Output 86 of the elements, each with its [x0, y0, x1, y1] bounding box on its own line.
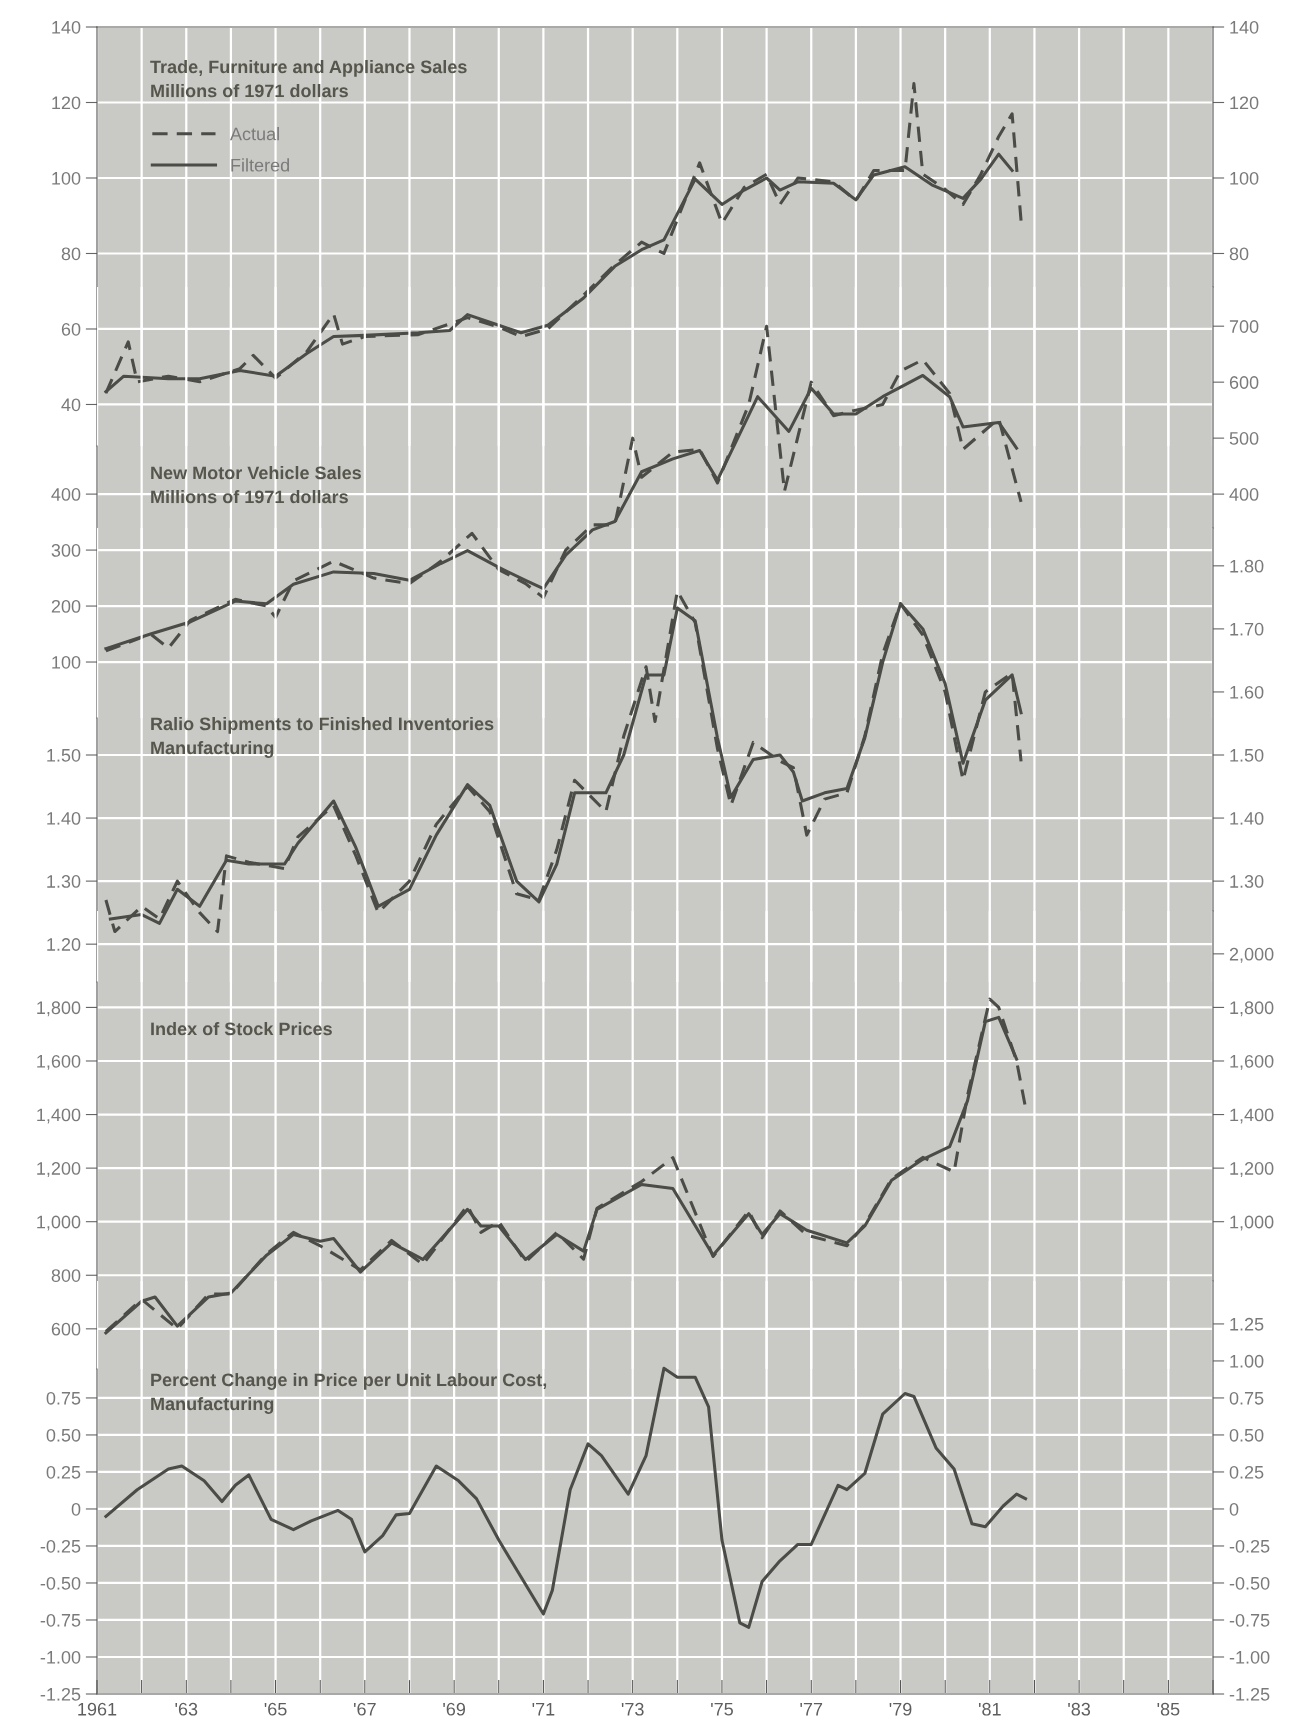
text: Manufacturing — [151, 1397, 274, 1414]
y2-tick-label: 0.75 — [1229, 1391, 1264, 1405]
y-tick-label: -1.25 — [40, 1687, 81, 1701]
y-tick-label: 1.30 — [47, 875, 81, 888]
y-tick-label: 300 — [51, 544, 81, 557]
y-tick-label: 120 — [52, 96, 81, 110]
text: Millions of 1971 dollars — [151, 490, 348, 504]
x-tick-label: '81 — [978, 1702, 1001, 1716]
y2-tick-label: 1,600 — [1230, 1054, 1274, 1070]
y-tick-label: 1,800 — [37, 1001, 81, 1017]
legend-label: Actual — [229, 127, 279, 141]
y2-tick-label: 140 — [1230, 20, 1259, 34]
y2-tick-label: -0.50 — [1229, 1576, 1270, 1590]
x-tick-label: '63 — [175, 1702, 198, 1716]
y2-tick-label: 1.00 — [1230, 1354, 1264, 1368]
y-tick-label: 800 — [51, 1269, 81, 1282]
x-tick-label: '73 — [621, 1702, 644, 1716]
y-tick-label: 140 — [52, 20, 81, 34]
x-tick-label: '67 — [353, 1702, 376, 1716]
y-tick-label: 0 — [71, 1502, 81, 1516]
y2-tick-label: 500 — [1229, 432, 1259, 445]
x-tick-label: '83 — [1068, 1702, 1091, 1716]
y-tick-label: 1,000 — [37, 1215, 81, 1231]
y-tick-label: 1,400 — [37, 1108, 81, 1124]
x-tick-label: '65 — [264, 1702, 287, 1716]
y2-tick-label: 400 — [1229, 488, 1259, 501]
y-tick-label: 0.50 — [46, 1428, 81, 1442]
y2-tick-label: 120 — [1230, 96, 1259, 110]
y2-tick-label: 700 — [1229, 320, 1259, 333]
y2-tick-label: 1,200 — [1230, 1162, 1274, 1177]
y2-tick-label: 1,800 — [1230, 1001, 1274, 1017]
y2-tick-label: 0.50 — [1229, 1428, 1264, 1442]
x-tick-label: '85 — [1157, 1702, 1180, 1716]
y2-tick-label: -1.25 — [1229, 1687, 1270, 1701]
y2-tick-label: 600 — [1229, 376, 1259, 389]
y-tick-label: 1.50 — [47, 748, 81, 762]
x-tick-label: '71 — [532, 1703, 555, 1716]
line-series — [104, 1366, 1028, 1629]
y-tick-label: 0.25 — [46, 1465, 81, 1479]
y-tick-label: 400 — [51, 488, 81, 501]
y-tick-label: -0.50 — [40, 1576, 81, 1590]
x-tick-label: 1961 — [78, 1702, 117, 1716]
y2-tick-label: 1.40 — [1230, 811, 1264, 825]
text: Trade, Furniture and Appliance Sales — [150, 60, 467, 77]
y2-tick-label: 100 — [1230, 171, 1259, 185]
text: Millions of 1971 dollars — [151, 84, 348, 98]
y2-tick-label: 1.60 — [1230, 685, 1264, 699]
y-tick-label: 200 — [51, 599, 81, 613]
y2-tick-label: 0.25 — [1229, 1465, 1264, 1479]
y2-tick-label: 1.30 — [1230, 875, 1264, 888]
y2-tick-label: -0.25 — [1229, 1539, 1270, 1553]
y2-tick-label: 1,400 — [1230, 1108, 1274, 1124]
x-tick-label: '79 — [889, 1702, 912, 1716]
legend-label: Filtered — [231, 158, 289, 172]
y-tick-label: -1.00 — [40, 1650, 81, 1664]
x-tick-label: '75 — [711, 1703, 733, 1716]
y-tick-label: 1.40 — [47, 811, 81, 825]
y-tick-label: 1,600 — [37, 1054, 81, 1070]
text: Percent Change in Price per Unit Labour Cost, — [151, 1373, 547, 1390]
y-tick-label: 100 — [52, 171, 81, 185]
y-tick-label: -0.75 — [40, 1613, 81, 1627]
y-tick-label: -0.25 — [40, 1539, 81, 1553]
y-tick-label: 40 — [61, 398, 81, 412]
y2-tick-label: -0.75 — [1229, 1613, 1270, 1627]
y-tick-label: 600 — [51, 1322, 81, 1336]
text: Ralio Shipments to Finished Inventories — [151, 717, 494, 734]
y-tick-label: 60 — [61, 322, 81, 336]
y-tick-label: 80 — [61, 247, 81, 261]
y2-tick-label: 1.25 — [1230, 1317, 1264, 1331]
text: New Motor Vehicle Sales — [151, 466, 361, 480]
y2-tick-label: 1.70 — [1230, 622, 1264, 636]
y2-tick-label: 1.80 — [1230, 559, 1264, 573]
y2-tick-label: 80 — [1229, 247, 1249, 261]
y2-tick-label: -1.00 — [1229, 1650, 1270, 1664]
x-tick-label: '69 — [443, 1702, 466, 1716]
y-tick-label: 1.20 — [47, 938, 81, 951]
y-tick-label: 0.75 — [46, 1391, 81, 1405]
text: Manufacturing — [151, 741, 274, 758]
x-tick-label: '77 — [800, 1703, 823, 1716]
y-tick-label: 100 — [52, 655, 81, 669]
y2-tick-label: 2,000 — [1229, 947, 1274, 963]
y2-tick-label: 0 — [1229, 1502, 1239, 1516]
y-tick-label: 1,200 — [37, 1162, 81, 1177]
text: Index of Stock Prices — [151, 1022, 332, 1036]
y2-tick-label: 1,000 — [1230, 1215, 1274, 1231]
y2-tick-label: 1.50 — [1230, 748, 1264, 762]
